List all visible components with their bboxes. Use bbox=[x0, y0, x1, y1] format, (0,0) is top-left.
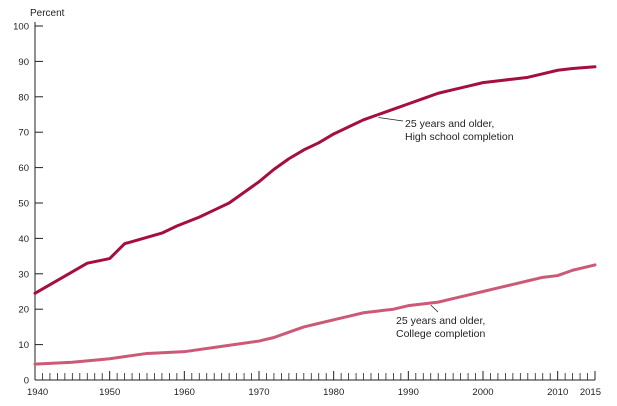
x-tick-label: 2000 bbox=[472, 387, 493, 398]
x-tick-label: 1960 bbox=[174, 387, 195, 398]
y-tick-label: 50 bbox=[18, 199, 29, 210]
series-lines bbox=[33, 65, 597, 366]
y-axis: 0 10 20 30 40 50 60 70 80 90 100 bbox=[13, 22, 43, 387]
x-tick-label: 1970 bbox=[248, 387, 269, 398]
x-tick-label: 1940 bbox=[27, 387, 48, 398]
high-school-annotation-line1: 25 years and older, bbox=[405, 118, 494, 130]
college-annotation-line2: College completion bbox=[396, 328, 485, 340]
x-axis: 1940 1950 1960 1970 1980 1990 2000 2010 2015 bbox=[27, 371, 601, 398]
y-tick-label: 60 bbox=[18, 163, 29, 174]
y-tick-label: 90 bbox=[18, 57, 29, 68]
college-completion-line bbox=[33, 263, 597, 366]
x-tick-label: 1990 bbox=[398, 387, 419, 398]
y-tick-label: 0 bbox=[24, 376, 29, 387]
x-tick-label: 1950 bbox=[99, 387, 120, 398]
y-tick-label: 20 bbox=[18, 305, 29, 316]
y-tick-label: 30 bbox=[18, 269, 29, 280]
college-leader-line bbox=[430, 304, 439, 313]
high-school-leader-line bbox=[378, 117, 404, 122]
y-axis-label: Percent bbox=[30, 8, 65, 19]
college-annotation-line1: 25 years and older, bbox=[396, 315, 485, 327]
annotations: 25 years and older,High school completio… bbox=[378, 117, 514, 340]
y-tick-label: 10 bbox=[18, 340, 29, 351]
x-tick-label: 1980 bbox=[323, 387, 344, 398]
x-tick-label: 2015 bbox=[580, 387, 601, 398]
x-tick-label: 2010 bbox=[547, 387, 568, 398]
y-tick-label: 40 bbox=[18, 234, 29, 245]
high-school-completion-line bbox=[33, 65, 597, 295]
y-tick-label: 70 bbox=[18, 128, 29, 139]
high-school-annotation-line2: High school completion bbox=[405, 131, 514, 143]
y-tick-label: 100 bbox=[13, 22, 29, 33]
y-tick-label: 80 bbox=[18, 92, 29, 103]
